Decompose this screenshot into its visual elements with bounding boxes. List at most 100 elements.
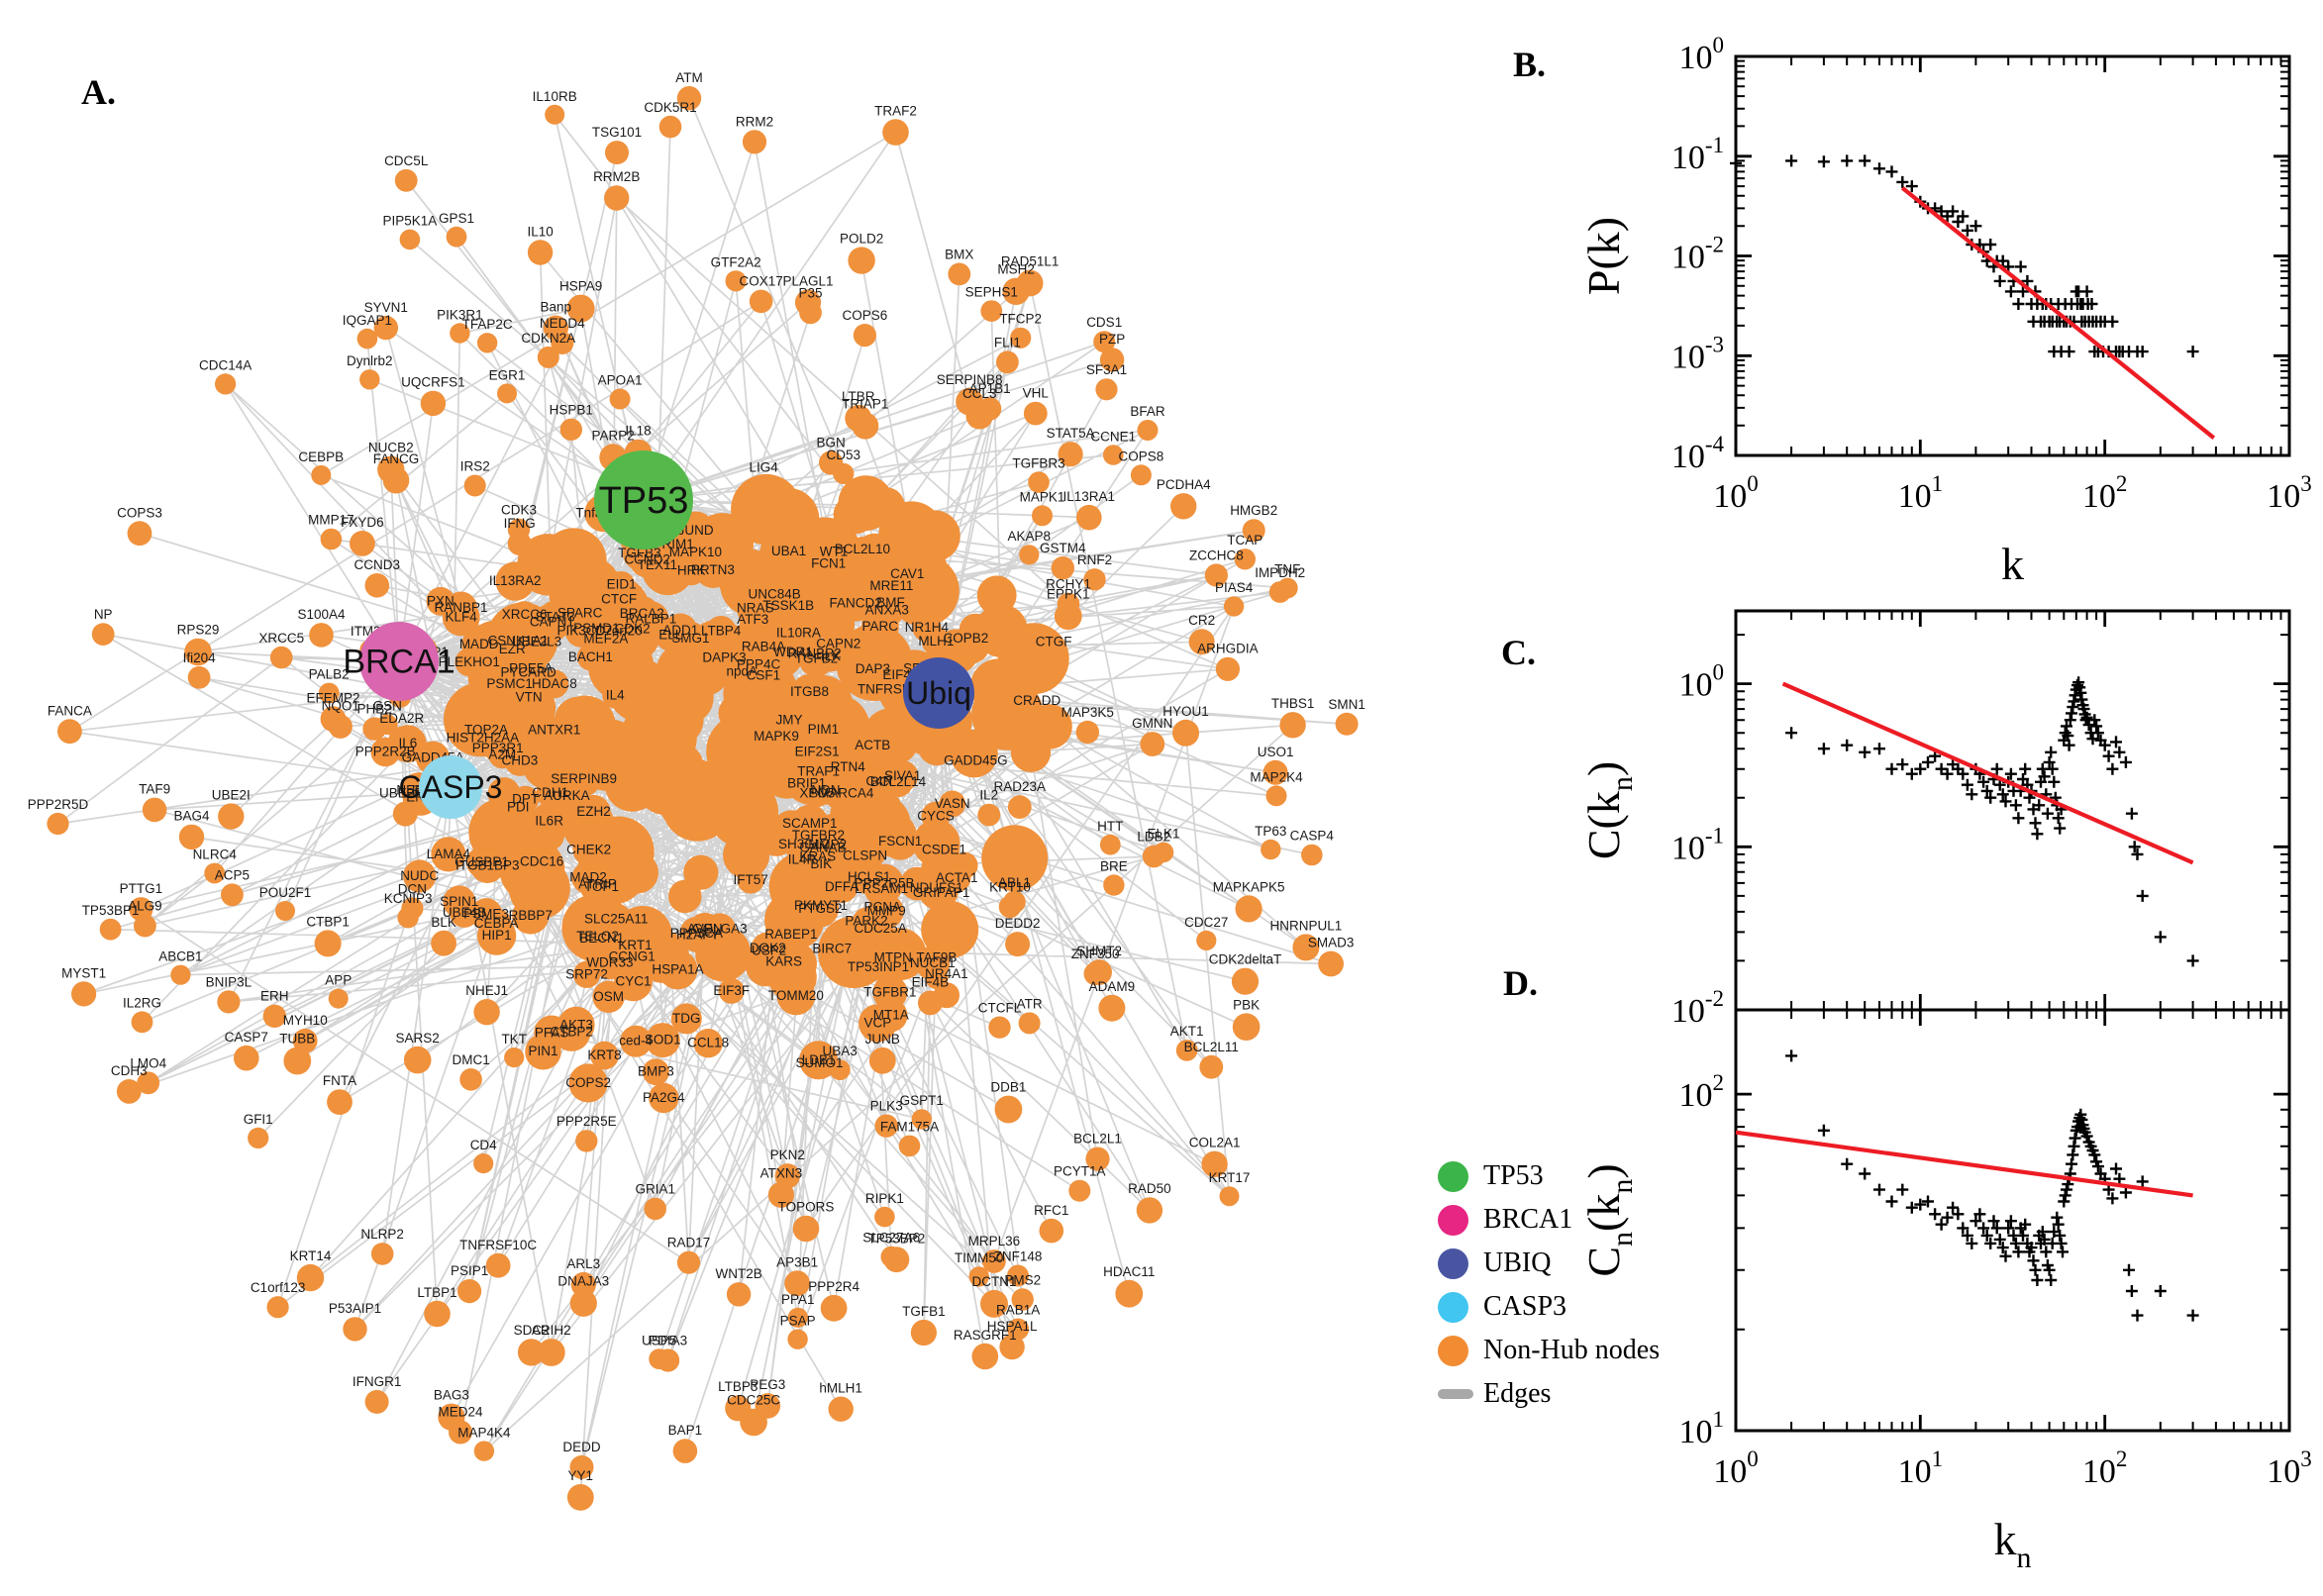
legend-item-non-hub-nodes: Non-Hub nodes [1438, 1329, 1660, 1372]
gene-label: TOPORS [778, 1200, 835, 1215]
gene-label: BRIP1 [787, 776, 826, 791]
gene-label: PPP2R5B [855, 875, 915, 890]
tick-label: 100 [1679, 33, 1725, 76]
gene-label: PPP3R1 [472, 741, 524, 755]
network-node [1204, 563, 1228, 587]
gene-label: MYST1 [61, 965, 106, 980]
network-node [1188, 629, 1215, 655]
gene-label: HMGB2 [1230, 503, 1277, 518]
gene-label: RAD23A [994, 779, 1047, 794]
gene-label: DFFA [825, 879, 859, 894]
gene-label: AKT3 [559, 1017, 593, 1032]
network-node [971, 678, 1044, 750]
network-node [204, 862, 226, 884]
gene-label: HNRNPUL1 [1270, 918, 1343, 933]
network-node [424, 1300, 451, 1328]
gene-label: PLAGL1 [782, 273, 833, 288]
gene-label: CDK2deltaT [1209, 952, 1282, 967]
axis-label: kn [1994, 1514, 2032, 1574]
network-node [602, 682, 629, 709]
network-node [1005, 932, 1031, 957]
gene-label: IL2RG [123, 996, 161, 1011]
gene-label: TIMM50 [955, 1250, 1004, 1265]
network-node [882, 119, 909, 146]
network-node [852, 412, 879, 440]
network-node [1115, 1279, 1144, 1308]
gene-label: CSF1 [747, 668, 781, 683]
network-node [397, 907, 419, 929]
network-node [590, 1041, 619, 1070]
data-points [1785, 1049, 2199, 1322]
network-node [178, 824, 205, 850]
hub-node-casp3 [419, 755, 482, 819]
gene-label: HIP1 [482, 928, 512, 943]
network-node [350, 531, 375, 556]
network-node [431, 837, 466, 872]
gene-label: BFAR [1130, 404, 1165, 419]
gene-label: IL2 [979, 788, 998, 803]
network-node [1130, 464, 1152, 486]
data-points [1730, 154, 2199, 358]
gene-label: UBE2D1 [379, 786, 432, 801]
legend-item-casp3: CASP3 [1438, 1285, 1660, 1329]
gene-label: PBK [1233, 997, 1260, 1012]
gene-label: MAP3K5 [1061, 705, 1114, 720]
gene-label: WT1 [820, 544, 849, 558]
legend-swatch-icon [1438, 1247, 1468, 1279]
gene-label: MED24 [438, 1405, 483, 1420]
gene-label: LTBR [842, 389, 875, 404]
gene-label: MADD [459, 637, 499, 651]
network-node [142, 797, 167, 823]
axis-label: k [2001, 539, 2024, 589]
gene-label: BLK [431, 915, 456, 930]
network-node [343, 1317, 367, 1342]
gene-label: PRTN3 [691, 562, 735, 577]
gene-label: TOP1 [584, 879, 619, 894]
gene-label: BAG3 [434, 1388, 469, 1403]
tick-label: 10-3 [1671, 332, 1724, 375]
gene-label: MAPK10 [669, 545, 722, 559]
gene-label: TGFB2 [795, 651, 839, 666]
gene-label: DNAJA3 [557, 1274, 609, 1289]
gene-label: ADD1 [662, 623, 698, 638]
gene-label: KRT14 [290, 1248, 332, 1263]
gene-label: JMY [776, 713, 803, 728]
gene-label: EIF4B [912, 975, 950, 990]
legend-swatch-icon [1438, 1335, 1468, 1366]
fit-line [1900, 186, 2216, 440]
network-node [516, 653, 547, 684]
gene-label: PEG3 [750, 1377, 785, 1392]
gene-label: CSDE1 [922, 843, 966, 857]
gene-label: PCYT1A [1054, 1164, 1106, 1179]
hub-label: Ubiq [906, 675, 971, 711]
network-node [541, 716, 568, 745]
gene-label: ABL1 [998, 875, 1031, 890]
gene-label: DMC1 [452, 1052, 489, 1067]
network-node [1136, 1197, 1163, 1224]
gene-label: PDI [507, 800, 530, 815]
network-node [709, 643, 740, 673]
network-node [524, 845, 559, 879]
tick-label: 100 [1679, 660, 1725, 704]
gene-label: BGN [816, 435, 845, 449]
network-node [426, 586, 455, 616]
gene-label: SPARC [557, 605, 603, 620]
gene-label: TOP2A [464, 722, 508, 737]
network-node [1279, 712, 1306, 739]
tick-label: 101 [1679, 1407, 1725, 1450]
gene-label: RPS29 [177, 623, 220, 638]
gene-label: CDC14A [199, 357, 252, 372]
network-node [1099, 834, 1121, 855]
network-node [1051, 556, 1075, 580]
gene-label: NP [94, 607, 113, 622]
network-node [971, 1343, 999, 1370]
gene-label: CHEK2 [566, 843, 611, 857]
network-node [1039, 1218, 1064, 1244]
gene-label: PIP5K1A [383, 214, 438, 229]
gene-label: VCP [864, 1015, 892, 1030]
network-node [1201, 1150, 1228, 1178]
gene-label: LTBP4 [701, 623, 742, 638]
network-node [791, 673, 828, 710]
gene-label: LDB1 [802, 1052, 836, 1067]
gene-label: PDIA3 [649, 1333, 687, 1347]
